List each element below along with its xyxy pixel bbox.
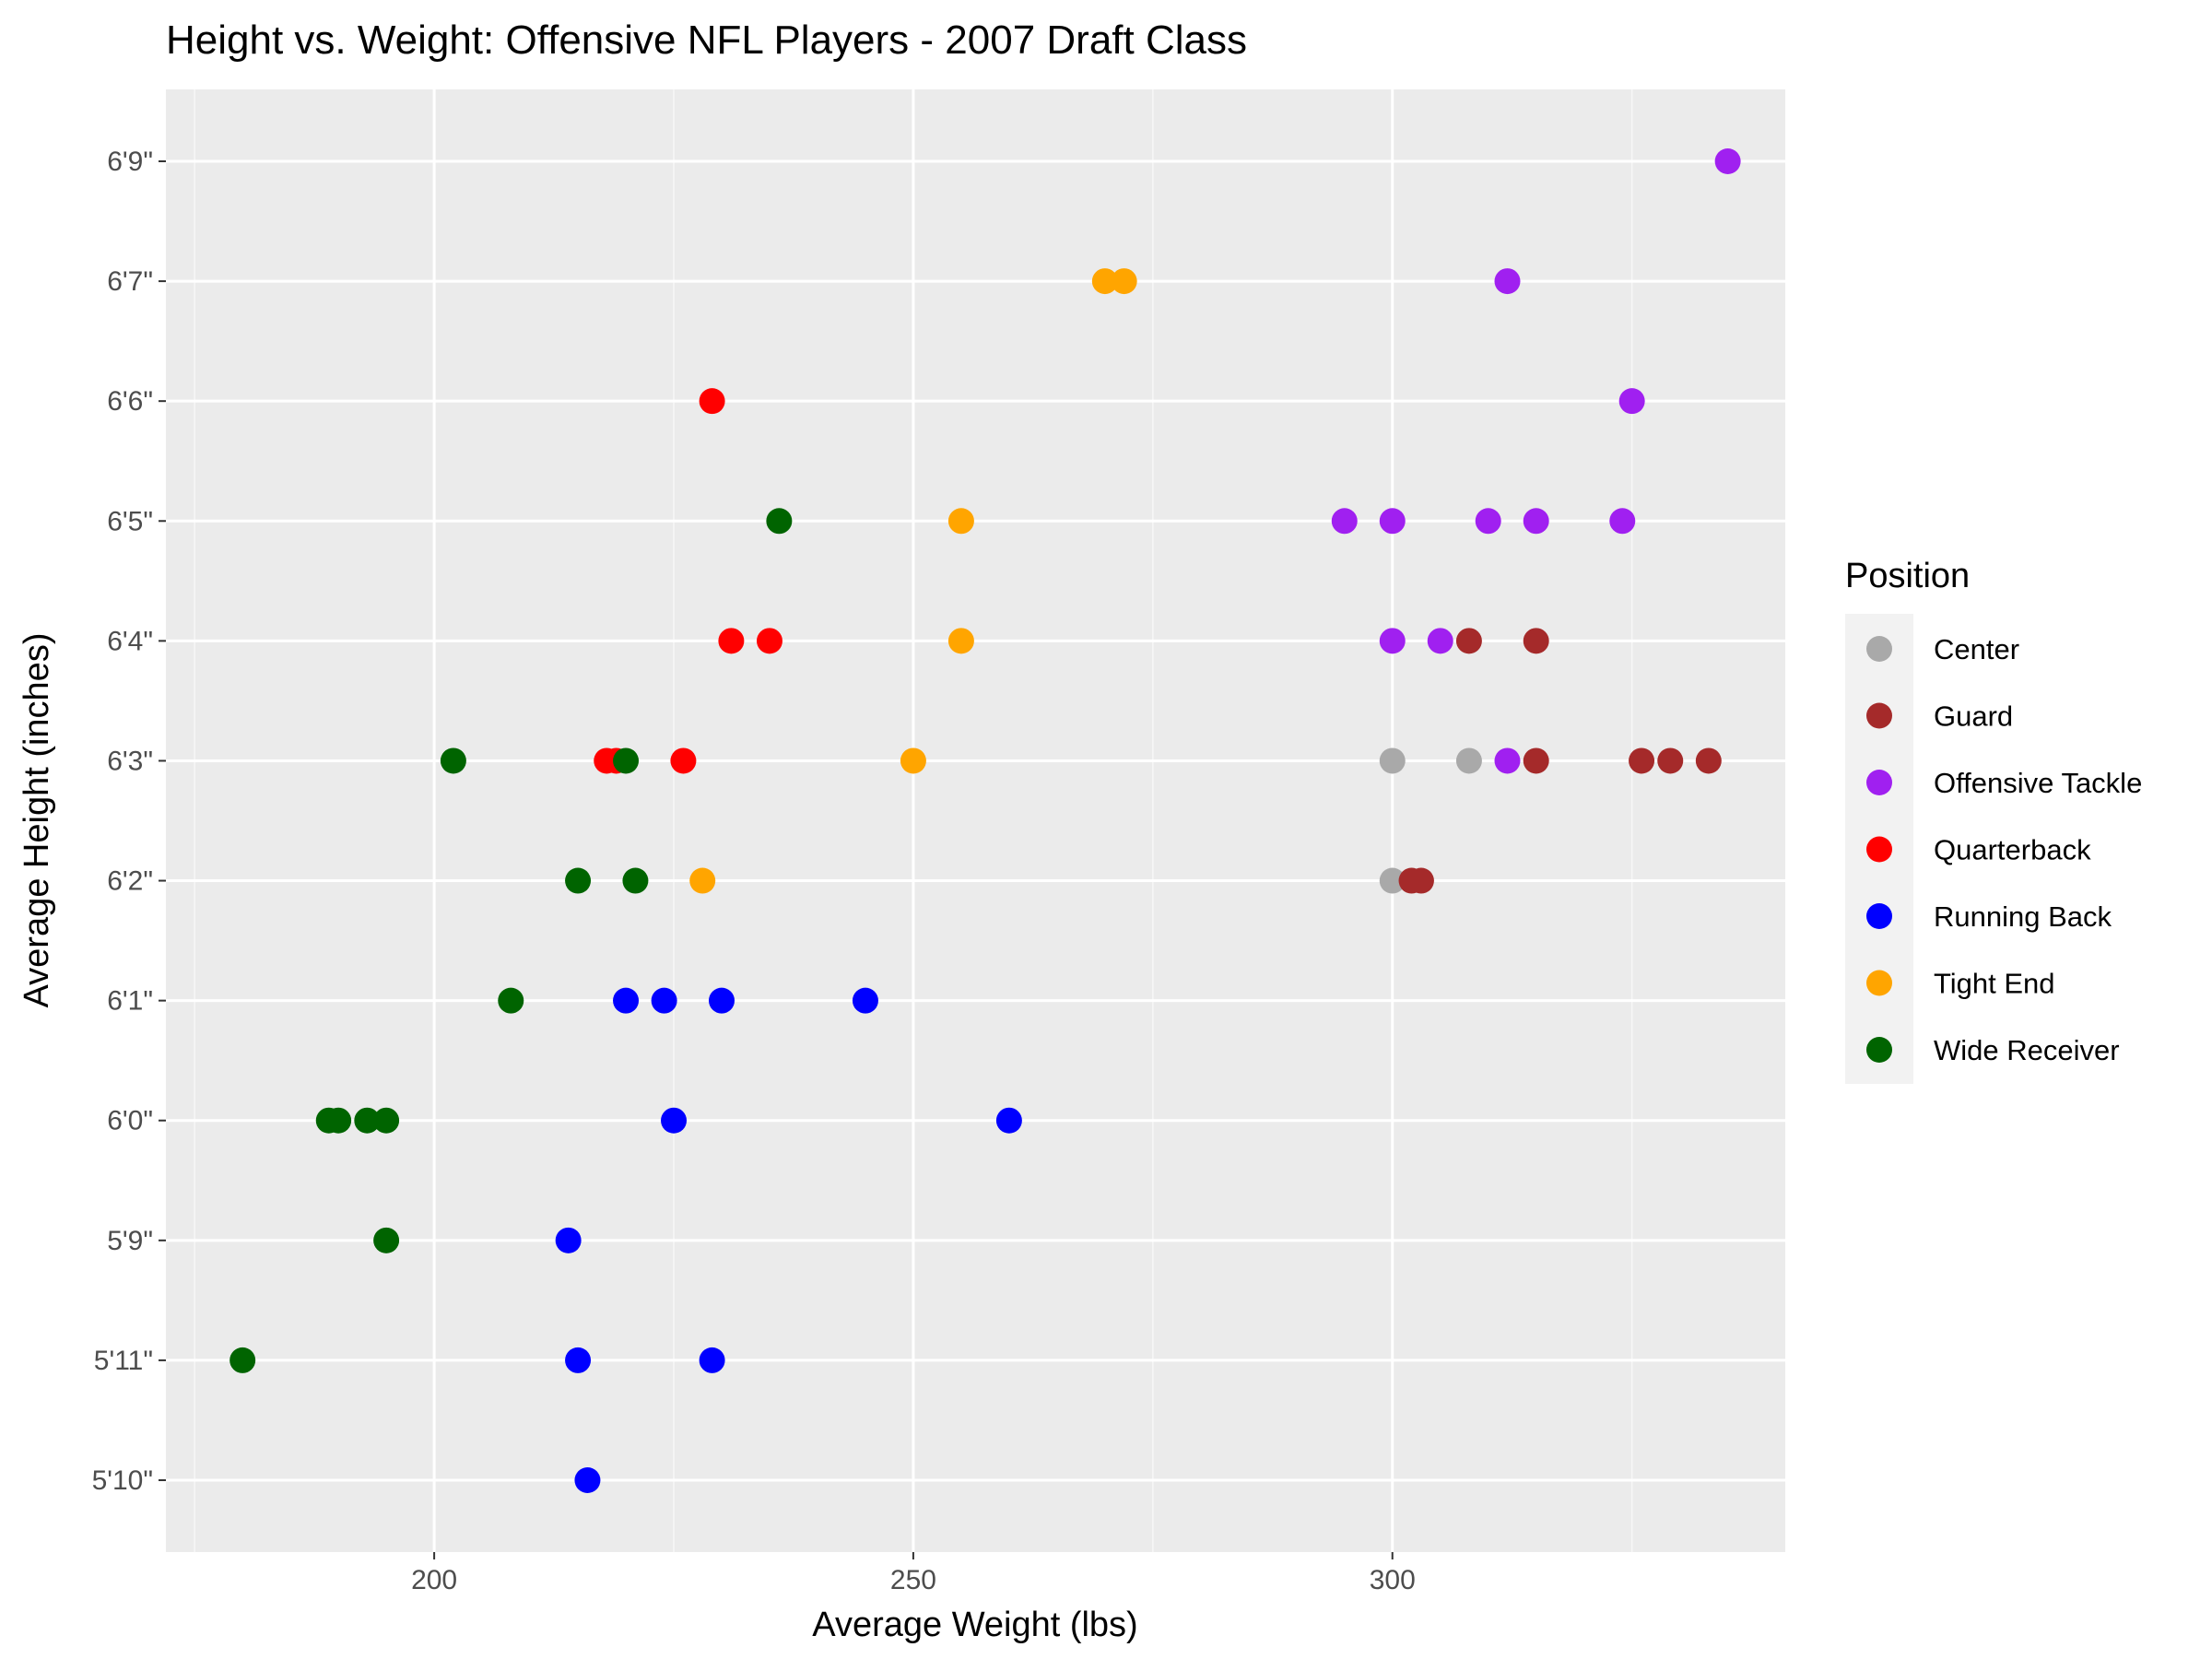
- legend-label: Guard: [1934, 700, 2013, 733]
- legend-label: Offensive Tackle: [1934, 767, 2142, 799]
- data-point: [1618, 388, 1645, 415]
- data-point: [1331, 508, 1358, 535]
- data-point: [229, 1347, 256, 1373]
- data-point: [1609, 508, 1636, 535]
- data-point: [1455, 628, 1482, 654]
- y-tick-label: 6'4": [107, 626, 153, 656]
- x-tick-label: 300: [1370, 1565, 1416, 1595]
- legend-key: [1866, 836, 1892, 863]
- data-point: [354, 1107, 381, 1134]
- data-point: [718, 628, 745, 654]
- legend-key: [1866, 770, 1892, 795]
- data-point: [373, 1107, 400, 1134]
- x-tick-label: 200: [411, 1565, 457, 1595]
- y-tick-label: 6'0": [107, 1106, 153, 1136]
- legend-key: [1866, 1037, 1892, 1063]
- data-point: [1379, 508, 1406, 535]
- data-point: [1494, 268, 1521, 295]
- chart-title: Height vs. Weight: Offensive NFL Players…: [166, 18, 1247, 63]
- legend-title: Position: [1845, 557, 1970, 595]
- minor-gridlines: [194, 89, 1633, 1552]
- data-point: [661, 1107, 688, 1134]
- data-point: [613, 747, 640, 774]
- legend-key: [1866, 903, 1892, 929]
- data-point: [756, 628, 782, 654]
- data-point: [699, 388, 725, 415]
- data-points: [229, 148, 1741, 1493]
- data-point: [565, 867, 592, 894]
- legend-key: [1866, 970, 1892, 996]
- data-point: [708, 987, 735, 1014]
- data-point: [1475, 508, 1501, 535]
- data-point: [613, 987, 640, 1014]
- legend-label: Center: [1934, 633, 2019, 665]
- data-point: [1523, 508, 1549, 535]
- data-point: [699, 1347, 725, 1373]
- y-tick-label: 6'5": [107, 506, 153, 536]
- data-point: [574, 1467, 601, 1493]
- legend-key: [1866, 702, 1892, 729]
- y-axis-ticks: 5'10" 5'11" 5'9" 6'0" 6'1" 6'2" 6'3" 6'4" 6'5" 6'…: [92, 147, 166, 1496]
- y-tick-label: 5'9": [107, 1226, 153, 1256]
- data-point: [1523, 628, 1549, 654]
- data-point: [1379, 747, 1406, 774]
- legend: Position Center Guard Offensive Tackle Quar…: [1845, 557, 2142, 1084]
- data-point: [1091, 268, 1118, 295]
- data-point: [1427, 628, 1453, 654]
- plot-panel: [166, 89, 1785, 1552]
- legend-key: [1866, 636, 1892, 662]
- x-axis-ticks: 200 250 300: [411, 1552, 1416, 1595]
- legend-label: Running Back: [1934, 900, 2112, 933]
- data-point: [565, 1347, 592, 1373]
- y-axis-label: Average Height (inches): [18, 633, 56, 1008]
- data-point: [1379, 628, 1406, 654]
- data-point: [498, 987, 524, 1014]
- data-point: [1714, 148, 1741, 174]
- y-tick-label: 5'11": [94, 1346, 153, 1376]
- data-point: [651, 987, 677, 1014]
- legend-label: Quarterback: [1934, 834, 2091, 866]
- y-tick-label: 6'2": [107, 866, 153, 897]
- data-point: [852, 987, 878, 1014]
- y-tick-label: 6'1": [107, 986, 153, 1017]
- data-point: [995, 1107, 1022, 1134]
- legend-label: Wide Receiver: [1934, 1034, 2120, 1066]
- data-point: [1695, 747, 1722, 774]
- y-tick-label: 5'10": [92, 1465, 153, 1496]
- data-point: [689, 867, 716, 894]
- y-tick-label: 6'6": [107, 386, 153, 417]
- data-point: [947, 508, 974, 535]
- data-point: [900, 747, 926, 774]
- y-tick-label: 6'7": [107, 266, 153, 297]
- data-point: [1657, 747, 1684, 774]
- legend-items: Center Guard Offensive Tackle Quarterback Ru…: [1866, 633, 2142, 1066]
- y-tick-label: 6'3": [107, 746, 153, 776]
- data-point: [555, 1227, 582, 1253]
- data-point: [670, 747, 697, 774]
- data-point: [1629, 747, 1655, 774]
- data-point: [440, 747, 466, 774]
- y-tick-label: 6'9": [107, 147, 153, 177]
- data-point: [1523, 747, 1549, 774]
- data-point: [1111, 268, 1137, 295]
- data-point: [947, 628, 974, 654]
- x-axis-label: Average Weight (lbs): [812, 1606, 1137, 1644]
- data-point: [1494, 747, 1521, 774]
- data-point: [1407, 867, 1434, 894]
- data-point: [1455, 747, 1482, 774]
- data-point: [622, 867, 649, 894]
- data-point: [325, 1107, 352, 1134]
- data-point: [373, 1227, 400, 1253]
- legend-label: Tight End: [1934, 968, 2055, 1000]
- data-point: [1379, 867, 1406, 894]
- data-point: [766, 508, 793, 535]
- x-tick-label: 250: [890, 1565, 936, 1595]
